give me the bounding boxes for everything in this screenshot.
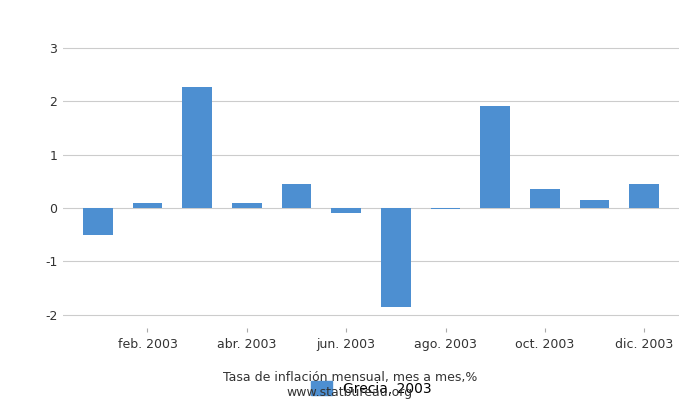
Bar [381, 208, 411, 307]
Text: Tasa de inflación mensual, mes a mes,%: Tasa de inflación mensual, mes a mes,% [223, 372, 477, 384]
Bar [331, 208, 361, 213]
Bar [281, 184, 312, 208]
Bar [430, 208, 461, 209]
Bar [232, 203, 262, 208]
Bar [480, 106, 510, 208]
Bar [629, 184, 659, 208]
Bar [580, 200, 610, 208]
Bar [530, 189, 560, 208]
Bar [182, 87, 212, 208]
Bar [132, 203, 162, 208]
Legend: Grecia, 2003: Grecia, 2003 [305, 375, 437, 400]
Bar [83, 208, 113, 235]
Text: www.statbureau.org: www.statbureau.org [287, 386, 413, 399]
